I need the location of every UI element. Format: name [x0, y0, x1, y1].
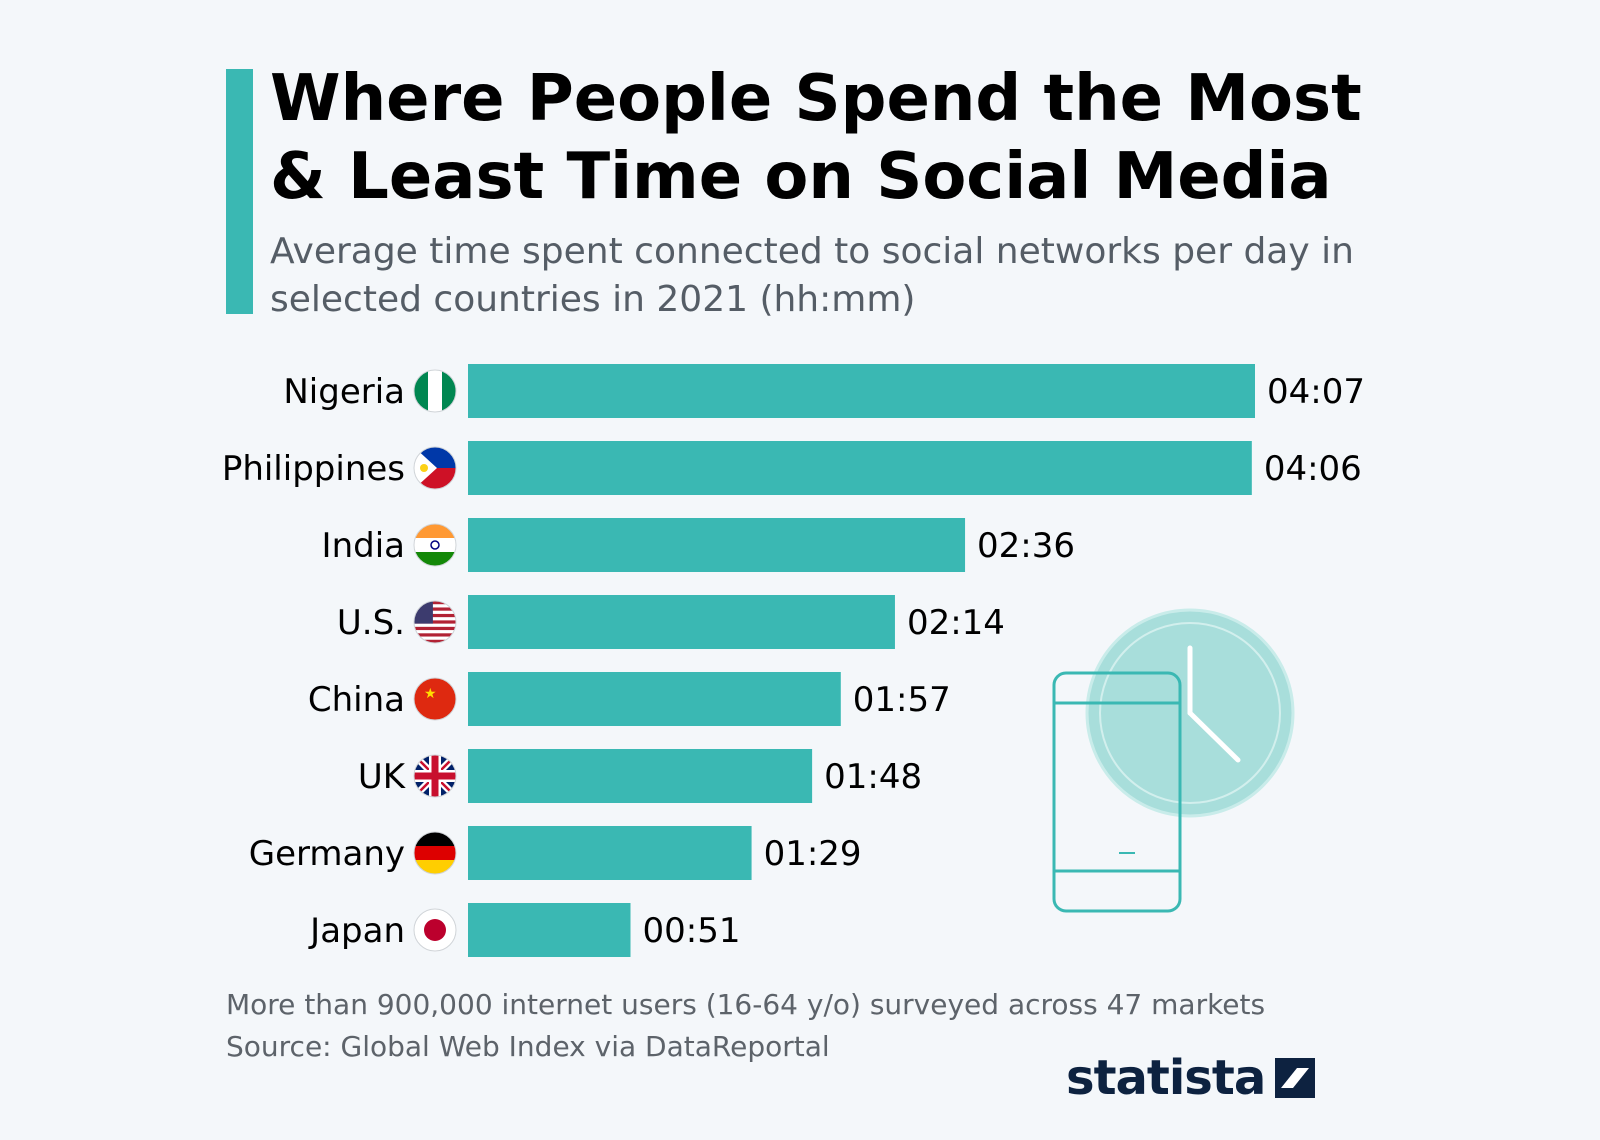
japan-flag-icon — [413, 908, 457, 952]
value-label: 00:51 — [642, 911, 740, 951]
category-label: China — [308, 680, 405, 720]
category-label: U.S. — [337, 603, 405, 643]
value-label: 02:14 — [907, 603, 1005, 643]
value-label: 04:07 — [1267, 372, 1365, 412]
title-accent-bar — [226, 69, 253, 314]
source-line: Source: Global Web Index via DataReporta… — [226, 1030, 830, 1063]
value-label: 01:57 — [853, 680, 951, 720]
uk-flag-icon — [413, 754, 457, 798]
bar — [468, 903, 631, 957]
bar — [468, 364, 1255, 418]
us-flag-icon — [413, 600, 457, 644]
germany-flag-icon — [413, 831, 457, 875]
category-label: UK — [358, 757, 407, 797]
bar — [468, 441, 1252, 495]
bar — [468, 595, 895, 649]
phone-icon — [1052, 671, 1182, 913]
chart-title: Where People Spend the Most & Least Time… — [270, 62, 1362, 214]
phone-clock-illustration — [1052, 608, 1295, 913]
brand-name: statista — [1066, 1050, 1266, 1106]
value-label: 01:48 — [824, 757, 922, 797]
bar — [468, 672, 841, 726]
statista-logo-icon — [1275, 1058, 1316, 1098]
philippines-flag-icon — [413, 446, 457, 490]
svg-text:★: ★ — [424, 686, 437, 702]
value-label: 04:06 — [1264, 449, 1362, 489]
statista-logo: statista — [1066, 1050, 1316, 1106]
india-flag-icon — [413, 523, 457, 567]
nigeria-flag-icon — [413, 369, 457, 413]
category-label: Nigeria — [283, 372, 405, 412]
value-label: 02:36 — [977, 526, 1075, 566]
survey-note: More than 900,000 internet users (16-64 … — [226, 988, 1266, 1021]
value-label: 01:29 — [764, 834, 862, 874]
chart-subtitle: Average time spent connected to social n… — [270, 231, 1354, 320]
bar — [468, 749, 813, 803]
category-label: Japan — [308, 911, 405, 951]
china-flag-icon: ★ — [413, 677, 457, 721]
category-label: Germany — [249, 834, 405, 874]
bar — [468, 826, 752, 880]
bar — [468, 518, 966, 572]
category-label: Philippines — [222, 449, 405, 489]
category-label: India — [322, 526, 405, 566]
